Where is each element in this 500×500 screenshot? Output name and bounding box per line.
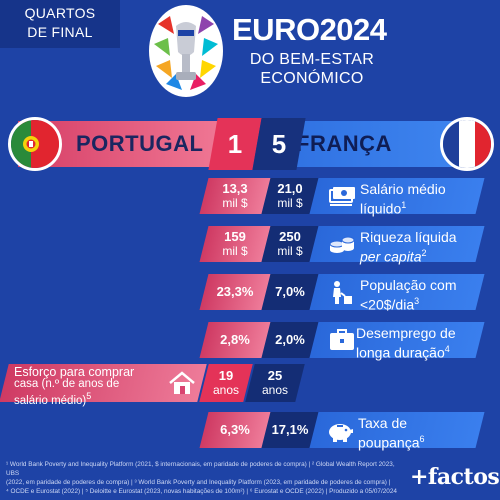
- house-icon: [168, 369, 196, 397]
- page-title: EURO2024: [232, 12, 387, 47]
- row5-france-value: 25 anos: [261, 368, 289, 398]
- banknotes-icon: [328, 182, 356, 210]
- sources-footnote: ¹ World Bank Poverty and Inequality Plat…: [6, 461, 397, 495]
- row4-label: Desemprego de longa duração4: [356, 325, 456, 361]
- stage-line-2: DE FINAL: [27, 24, 93, 40]
- team-left-name: PORTUGAL: [76, 131, 204, 156]
- piggy-bank-icon: [326, 416, 354, 444]
- row3-portugal-value: 23,3%: [216, 284, 254, 299]
- row4-portugal-value: 2,8%: [220, 332, 250, 347]
- row5-portugal-value: 19 anos: [212, 368, 240, 398]
- brand-logo: +factos: [410, 464, 500, 490]
- row5-label: Esforço para comprar casa (n.º de anos d…: [14, 365, 135, 407]
- portugal-flag-icon: [8, 117, 62, 171]
- row3-label: População com <20$/dia3: [360, 277, 457, 313]
- euro-logo-icon: [148, 4, 224, 98]
- subtitle-line-2: ECONÓMICO: [260, 70, 364, 87]
- poverty-icon: [328, 278, 356, 306]
- team-right-name: FRANÇA: [296, 131, 392, 156]
- briefcase-icon: [328, 326, 356, 354]
- row6-france-value: 17,1%: [271, 422, 309, 437]
- row6-portugal-value: 6,3%: [220, 422, 250, 437]
- stage-badge: [0, 0, 120, 48]
- score-left: 1: [227, 129, 243, 159]
- row4-france-value: 2,0%: [275, 332, 305, 347]
- subtitle-line-1: DO BEM-ESTAR: [249, 51, 375, 68]
- stage-label: QUARTOS DE FINAL: [0, 4, 120, 42]
- score-right: 5: [271, 129, 287, 159]
- row2-label: Riqueza líquida per capita2: [360, 229, 457, 265]
- row1-portugal-value: 13,3 mil $: [222, 181, 248, 211]
- row1-france-value: 21,0 mil $: [277, 181, 303, 211]
- row2-portugal-value: 159 mil $: [222, 229, 248, 259]
- row6-label: Taxa de poupança6: [358, 415, 425, 451]
- france-flag-icon: [440, 117, 494, 171]
- row1-label: Salário médio líquido1: [360, 181, 446, 217]
- page-subtitle: DO BEM-ESTAR ECONÓMICO: [232, 50, 392, 88]
- row3-france-value: 7,0%: [275, 284, 305, 299]
- coins-icon: [328, 230, 356, 258]
- row2-france-value: 250 mil $: [277, 229, 303, 259]
- stage-line-1: QUARTOS: [24, 5, 96, 21]
